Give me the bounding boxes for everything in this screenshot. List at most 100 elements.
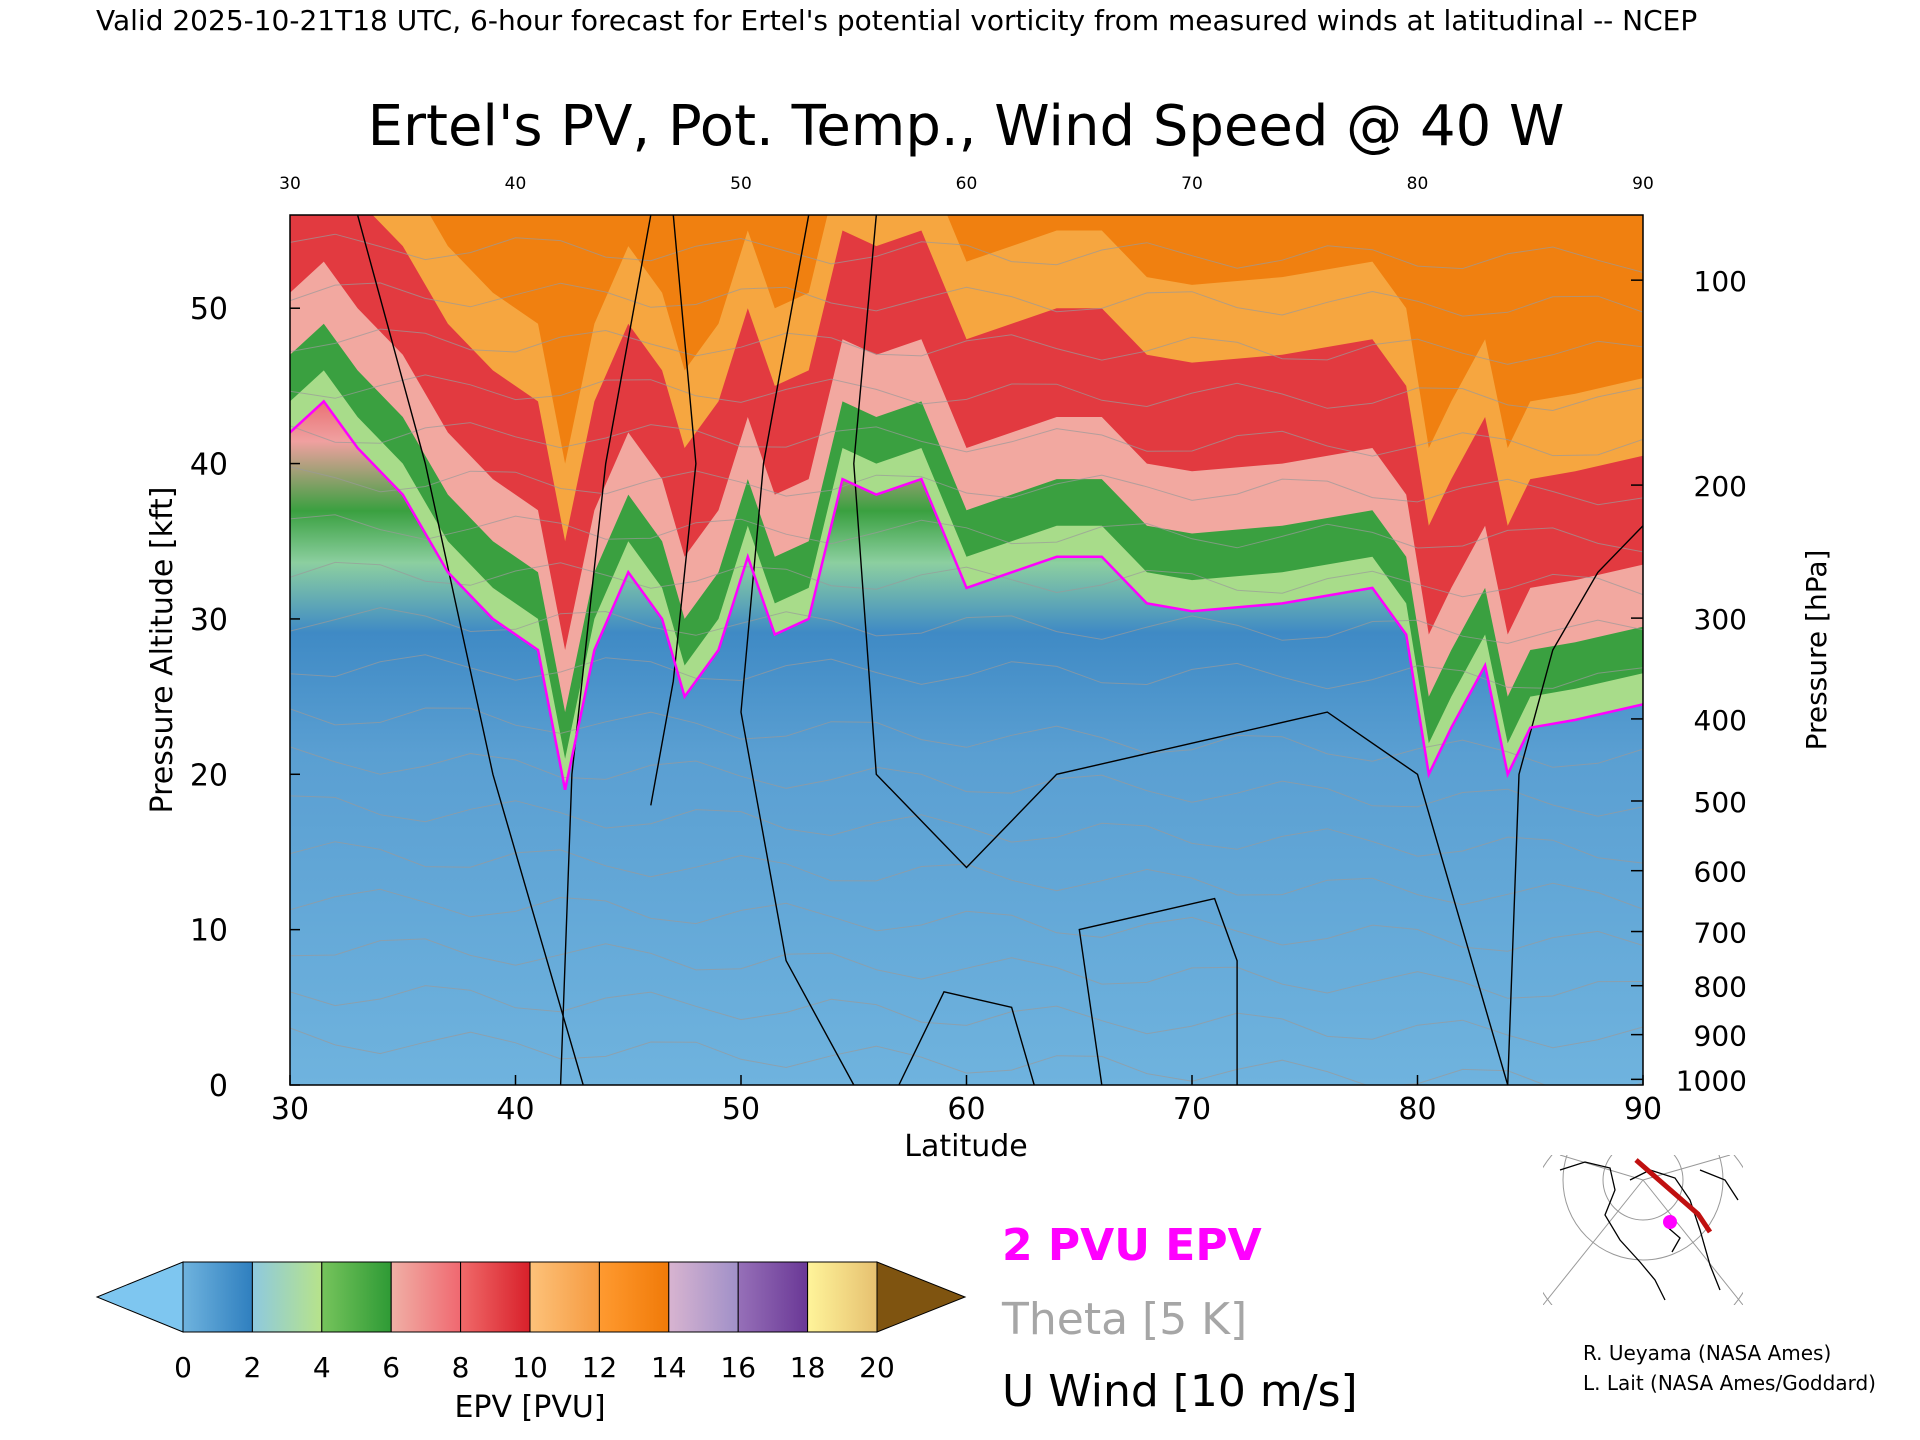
theta-contour: [290, 985, 1643, 1049]
x-tick-label: 30: [271, 1092, 309, 1127]
colorbar-under-arrow: [95, 1261, 184, 1333]
colorbar-tick-label: 18: [790, 1351, 826, 1384]
x-axis-ticks: 30 40 50 60 70 80 90: [271, 1075, 1662, 1127]
theta-contour: [290, 233, 1643, 273]
x-tick-label: 60: [947, 1092, 985, 1127]
theta-contour: [290, 938, 1643, 999]
y-tick-label: 40: [190, 448, 228, 483]
colorbar-tick-label: 10: [512, 1351, 548, 1384]
pressure-tick-label: 400: [1694, 704, 1747, 737]
top-tick-label: 90: [1632, 174, 1654, 194]
y-tick-label: 50: [190, 292, 228, 327]
credit-line-1: R. Ueyama (NASA Ames): [1583, 1341, 1831, 1365]
pressure-tick-label: 100: [1694, 265, 1747, 298]
u-wind-contour: [740, 215, 855, 1085]
colorbar-segment: [529, 1261, 600, 1333]
top-tick-label: 60: [956, 174, 978, 194]
u-wind-contours: [356, 215, 1643, 1085]
theta-contour: [290, 795, 1643, 864]
top-tick-label: 50: [730, 174, 752, 194]
x-tick-label: 50: [722, 1092, 760, 1127]
pressure-tick-label: 300: [1694, 603, 1747, 636]
colorbar-segment: [807, 1261, 878, 1333]
colorbar-tick-label: 16: [720, 1351, 756, 1384]
colorbar-segment: [598, 1261, 670, 1333]
theta-contour: [290, 514, 1643, 553]
colorbar-tick-label: 12: [582, 1351, 618, 1384]
chart-title: Ertel's PV, Pot. Temp., Wind Speed @ 40 …: [368, 94, 1565, 159]
u-wind-contour: [853, 215, 1509, 1085]
y-tick-label: 30: [190, 603, 228, 638]
epv-colorbar: 0 2 4 6 8 10 12 14 16 18 20: [95, 1261, 967, 1384]
u-wind-contour: [559, 215, 652, 1085]
colorbar-tick-label: 14: [651, 1351, 687, 1384]
y-tick-label: 0: [209, 1069, 228, 1104]
colorbar-segment: [251, 1261, 323, 1333]
top-tick-label: 40: [505, 174, 527, 194]
colorbar-segment: [737, 1261, 809, 1333]
pressure-tick-label: 800: [1694, 971, 1747, 1004]
epv-band-5: [429, 215, 1643, 464]
y-tick-label: 20: [190, 758, 228, 793]
legend-pvu: 2 PVU EPV: [1002, 1220, 1262, 1271]
x-tick-label: 40: [496, 1092, 534, 1127]
x-tick-label: 70: [1173, 1092, 1211, 1127]
locator-map: [1542, 1154, 1744, 1306]
colorbar-segment: [390, 1261, 462, 1333]
theta-contour: [290, 746, 1643, 817]
u-wind-contour: [650, 215, 697, 806]
top-tick-label: 30: [279, 174, 301, 194]
y-tick-label: 10: [190, 914, 228, 949]
colorbar-over-arrow: [876, 1261, 967, 1333]
theta-contour: [290, 422, 1643, 457]
pressure-tick-label: 200: [1694, 470, 1747, 503]
colorbar-segment: [182, 1261, 253, 1333]
colorbar-tick-label: 8: [452, 1351, 470, 1384]
legend-theta: Theta [5 K]: [1001, 1294, 1247, 1345]
pressure-tick-label: 900: [1694, 1020, 1747, 1053]
theta-contour: [290, 654, 1643, 690]
theta-contour: [290, 561, 1643, 598]
x-axis-label: Latitude: [904, 1129, 1027, 1164]
colorbar-tick-label: 6: [382, 1351, 400, 1384]
pressure-tick-label: 1000: [1676, 1064, 1747, 1097]
theta-contour: [290, 607, 1643, 645]
x-tick-label: 90: [1624, 1092, 1662, 1127]
top-tick-label: 80: [1407, 174, 1429, 194]
colorbar-label: EPV [PVU]: [454, 1390, 605, 1425]
theta-contour: [290, 888, 1643, 952]
x-tick-label: 80: [1398, 1092, 1436, 1127]
pressure-tick-label: 600: [1694, 856, 1747, 889]
pressure-tick-label: 700: [1694, 917, 1747, 950]
colorbar-segment: [321, 1261, 392, 1333]
colorbar-tick-label: 4: [313, 1351, 331, 1384]
colorbar-segment: [668, 1261, 739, 1333]
theta-contour: [290, 466, 1643, 506]
pressure-axis-ticks: 100 200 300 400 500 600 700 800 900 1000: [1631, 265, 1747, 1097]
top-tick-label: 70: [1181, 174, 1203, 194]
u-wind-contour: [898, 990, 1035, 1085]
pvu-2-contour: [290, 399, 1643, 791]
y-axis-ticks: 0 10 20 30 40 50: [190, 292, 300, 1104]
u-wind-contour: [1507, 525, 1643, 1085]
epv-field: [290, 215, 1643, 1085]
u-wind-contour: [1078, 897, 1238, 1085]
theta-contour: [290, 374, 1643, 412]
valid-time-header: Valid 2025-10-21T18 UTC, 6-hour forecast…: [96, 4, 1697, 37]
y2-axis-label: Pressure [hPa]: [1800, 550, 1833, 751]
colorbar-tick-label: 0: [174, 1351, 192, 1384]
colorbar-tick-label: 20: [859, 1351, 895, 1384]
theta-contours: [290, 233, 1643, 1085]
theta-contour: [290, 328, 1643, 365]
theta-contour: [290, 282, 1643, 317]
y-axis-label: Pressure Altitude [kft]: [145, 487, 180, 814]
top-axis-ticks: 30 40 50 60 70 80 90: [279, 174, 1654, 194]
colorbar-segment: [460, 1261, 531, 1333]
legend-uwind: U Wind [10 m/s]: [1002, 1366, 1358, 1417]
theta-contour: [290, 707, 1643, 768]
credit-line-2: L. Lait (NASA Ames/Goddard): [1583, 1371, 1876, 1395]
colorbar-tick-label: 2: [243, 1351, 261, 1384]
pressure-tick-label: 500: [1694, 786, 1747, 819]
u-wind-contour: [356, 215, 584, 1085]
